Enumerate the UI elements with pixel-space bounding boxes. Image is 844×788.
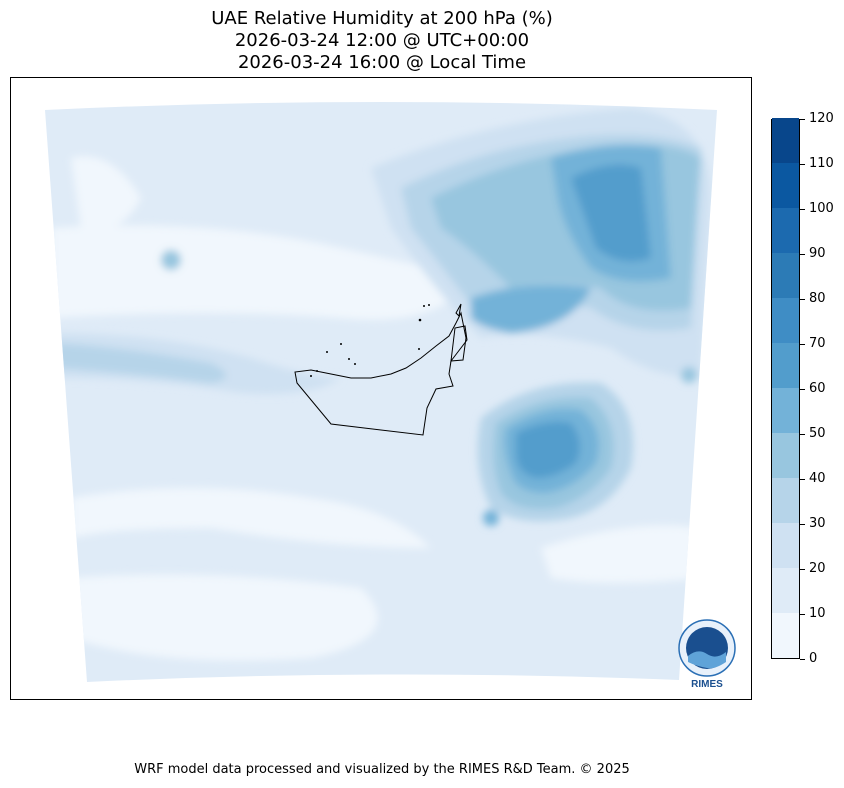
footer-credit: WRF model data processed and visualized … xyxy=(134,762,630,777)
map-subtitle-local: 2026-03-24 16:00 @ Local Time xyxy=(237,52,527,73)
colorbar-tick xyxy=(800,569,805,570)
humidity-field xyxy=(45,102,717,682)
colorbar-tick xyxy=(800,119,805,120)
colorbar-band xyxy=(772,208,799,253)
colorbar-tick-label: 40 xyxy=(809,471,826,486)
logo-text: RIMES xyxy=(691,679,723,690)
logo-wave xyxy=(688,651,726,669)
colorbar-tick xyxy=(800,389,805,390)
colorbar-tick xyxy=(800,434,805,435)
colorbar-tick xyxy=(800,254,805,255)
map-subtitle-utc: 2026-03-24 12:00 @ UTC+00:00 xyxy=(234,30,530,51)
colorbar-band xyxy=(772,433,799,478)
colorbar-band xyxy=(772,343,799,388)
colorbar-tick xyxy=(800,659,805,660)
colorbar-tick xyxy=(800,164,805,165)
colorbar-tick-label: 120 xyxy=(809,111,834,126)
uae-islands xyxy=(310,304,430,377)
colorbar-tick xyxy=(800,209,805,210)
colorbar-band xyxy=(772,253,799,298)
colorbar-tick xyxy=(800,344,805,345)
colorbar-band xyxy=(772,523,799,568)
colorbar-tick xyxy=(800,479,805,480)
colorbar-band xyxy=(772,298,799,343)
colorbar-tick-label: 10 xyxy=(809,606,826,621)
colorbar-band xyxy=(772,163,799,208)
colorbar-tick xyxy=(800,524,805,525)
colorbar-tick-label: 70 xyxy=(809,336,826,351)
colorbar-tick-label: 30 xyxy=(809,516,826,531)
humidity-map xyxy=(45,102,717,682)
colorbar xyxy=(771,118,800,659)
colorbar-tick-label: 50 xyxy=(809,426,826,441)
uae-border xyxy=(294,303,468,436)
colorbar-tick-label: 110 xyxy=(809,156,834,171)
colorbar-band xyxy=(772,388,799,433)
colorbar-tick-label: 100 xyxy=(809,201,834,216)
colorbar-band xyxy=(772,613,799,658)
colorbar-tick-label: 90 xyxy=(809,246,826,261)
colorbar-tick-label: 20 xyxy=(809,561,826,576)
colorbar-band xyxy=(772,568,799,613)
map-panel xyxy=(10,77,752,700)
map-title: UAE Relative Humidity at 200 hPa (%) xyxy=(211,8,553,29)
colorbar-band xyxy=(772,478,799,523)
colorbar-tick xyxy=(800,299,805,300)
colorbar-tick-label: 60 xyxy=(809,381,826,396)
colorbar-tick-label: 0 xyxy=(809,651,818,666)
colorbar-tick xyxy=(800,614,805,615)
colorbar-band xyxy=(772,118,799,163)
rimes-logo: RIMES xyxy=(678,619,736,690)
colorbar-tick-label: 80 xyxy=(809,291,826,306)
